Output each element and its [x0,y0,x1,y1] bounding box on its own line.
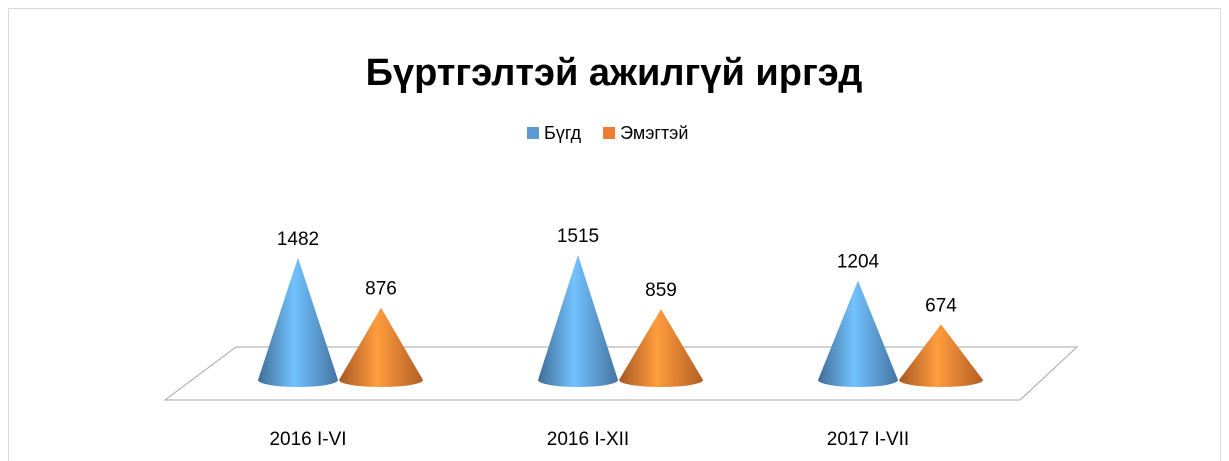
data-label: 1515 [557,226,599,247]
data-label: 859 [645,280,677,301]
data-label: 1482 [277,229,319,250]
chart-title: Бүртгэлтэй ажилгүй иргэд [366,52,863,94]
cone [258,257,338,387]
x-tick-label: 2016 I-VI [269,429,346,450]
cone [899,324,983,387]
data-label: 674 [925,295,957,316]
cone [818,280,898,387]
x-tick-label: 2017 I-VII [827,429,909,450]
cone [538,255,618,387]
legend-label: Эмэгтэй [620,123,688,143]
cone [339,307,423,387]
legend-swatch [603,127,616,139]
data-label: 1204 [837,252,880,273]
cone [619,309,703,387]
legend-swatch [527,127,539,139]
x-tick-label: 2016 I-XII [547,429,629,450]
data-label: 876 [365,279,397,300]
legend-label: Бүгд [544,123,582,143]
